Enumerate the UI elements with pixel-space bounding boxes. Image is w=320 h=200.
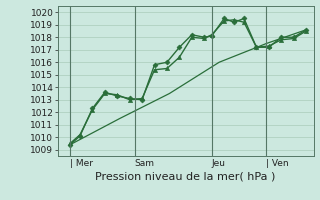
X-axis label: Pression niveau de la mer( hPa ): Pression niveau de la mer( hPa ) — [95, 172, 276, 182]
